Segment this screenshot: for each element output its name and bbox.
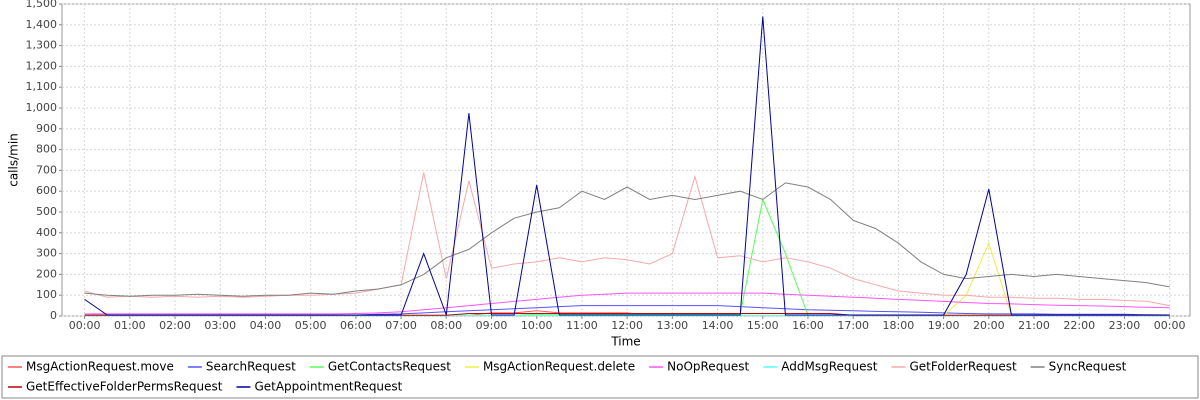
- x-tick-label: 00:00: [1154, 319, 1186, 332]
- legend-label: GetFolderRequest: [909, 360, 1017, 374]
- legend-item: MsgActionRequest.move: [8, 360, 174, 374]
- x-tick-label: 22:00: [1063, 319, 1095, 332]
- y-tick-label: 200: [36, 267, 57, 280]
- x-tick-label: 19:00: [928, 319, 960, 332]
- x-tick-label: 15:00: [747, 319, 779, 332]
- series-line: [84, 292, 1170, 315]
- legend-item: GetContactsRequest: [309, 360, 451, 374]
- x-tick-label: 02:00: [159, 319, 191, 332]
- legend-label: MsgActionRequest.delete: [483, 360, 635, 374]
- legend: MsgActionRequest.move SearchRequest GetCon…: [8, 360, 1127, 394]
- y-tick-label: 800: [36, 143, 57, 156]
- legend-item: NoOpRequest: [649, 360, 750, 374]
- lines: [84, 16, 1170, 317]
- y-tick-label: 1,400: [26, 18, 58, 31]
- legend-item: GetAppointmentRequest: [236, 380, 403, 394]
- y-tick-label: 600: [36, 184, 57, 197]
- y-tick-label: 1,500: [26, 0, 58, 10]
- legend-label: GetAppointmentRequest: [254, 380, 402, 394]
- x-tick-label: 17:00: [837, 319, 869, 332]
- legend-label: SyncRequest: [1049, 360, 1127, 374]
- plot-area: [61, 3, 1191, 317]
- legend-item: GetEffectiveFolderPermsRequest: [8, 380, 223, 394]
- series-line: [84, 172, 1170, 307]
- x-tick-label: 23:00: [1109, 319, 1141, 332]
- legend-item: SyncRequest: [1030, 360, 1127, 374]
- y-tick-label: 700: [36, 163, 57, 176]
- y-tick-label: 400: [36, 226, 57, 239]
- x-tick-label: 10:00: [521, 319, 553, 332]
- y-tick-label: 1,300: [26, 39, 58, 52]
- x-tick-label: 12:00: [611, 319, 643, 332]
- x-tick-label: 06:00: [340, 319, 372, 332]
- x-tick-label: 00:00: [69, 319, 101, 332]
- x-tick-label: 04:00: [250, 319, 282, 332]
- x-axis-label: Time: [610, 335, 640, 349]
- x-tick-label: 13:00: [656, 319, 688, 332]
- legend-label: SearchRequest: [206, 360, 296, 374]
- legend-label: MsgActionRequest.move: [26, 360, 174, 374]
- legend-box: [1, 355, 1199, 399]
- x-tick-label: 01:00: [114, 319, 146, 332]
- y-tick-label: 100: [36, 288, 57, 301]
- y-tick-label: 1,200: [26, 59, 58, 72]
- x-tick-label: 20:00: [973, 319, 1005, 332]
- y-tick-label: 900: [36, 122, 57, 135]
- y-axis-label: calls/min: [7, 133, 21, 187]
- x-tick-label: 08:00: [430, 319, 462, 332]
- x-tick-label: 14:00: [702, 319, 734, 332]
- x-tick-label: 07:00: [385, 319, 417, 332]
- x-tick-label: 16:00: [792, 319, 824, 332]
- legend-item: SearchRequest: [187, 360, 296, 374]
- y-tick-label: 1,100: [26, 80, 58, 93]
- x-tick-label: 09:00: [476, 319, 508, 332]
- x-tick-label: 03:00: [204, 319, 236, 332]
- legend-item: MsgActionRequest.delete: [464, 360, 635, 374]
- legend-item: AddMsgRequest: [763, 360, 878, 374]
- x-tick-label: 21:00: [1018, 319, 1050, 332]
- legend-label: AddMsgRequest: [781, 360, 877, 374]
- x-tick-label: 11:00: [566, 319, 598, 332]
- legend-label: NoOpRequest: [667, 360, 749, 374]
- legend-label: GetEffectiveFolderPermsRequest: [26, 380, 223, 394]
- x-tick-label: 18:00: [883, 319, 915, 332]
- y-tick-label: 300: [36, 247, 57, 260]
- legend-label: GetContactsRequest: [328, 360, 451, 374]
- y-tick-label: 500: [36, 205, 57, 218]
- series-line: [84, 16, 1170, 316]
- legend-item: GetFolderRequest: [891, 360, 1017, 374]
- series-line: [84, 182, 1170, 297]
- x-tick-label: 05:00: [295, 319, 327, 332]
- y-tick-label: 1,000: [26, 101, 58, 114]
- y-tick-label: 0: [50, 309, 57, 322]
